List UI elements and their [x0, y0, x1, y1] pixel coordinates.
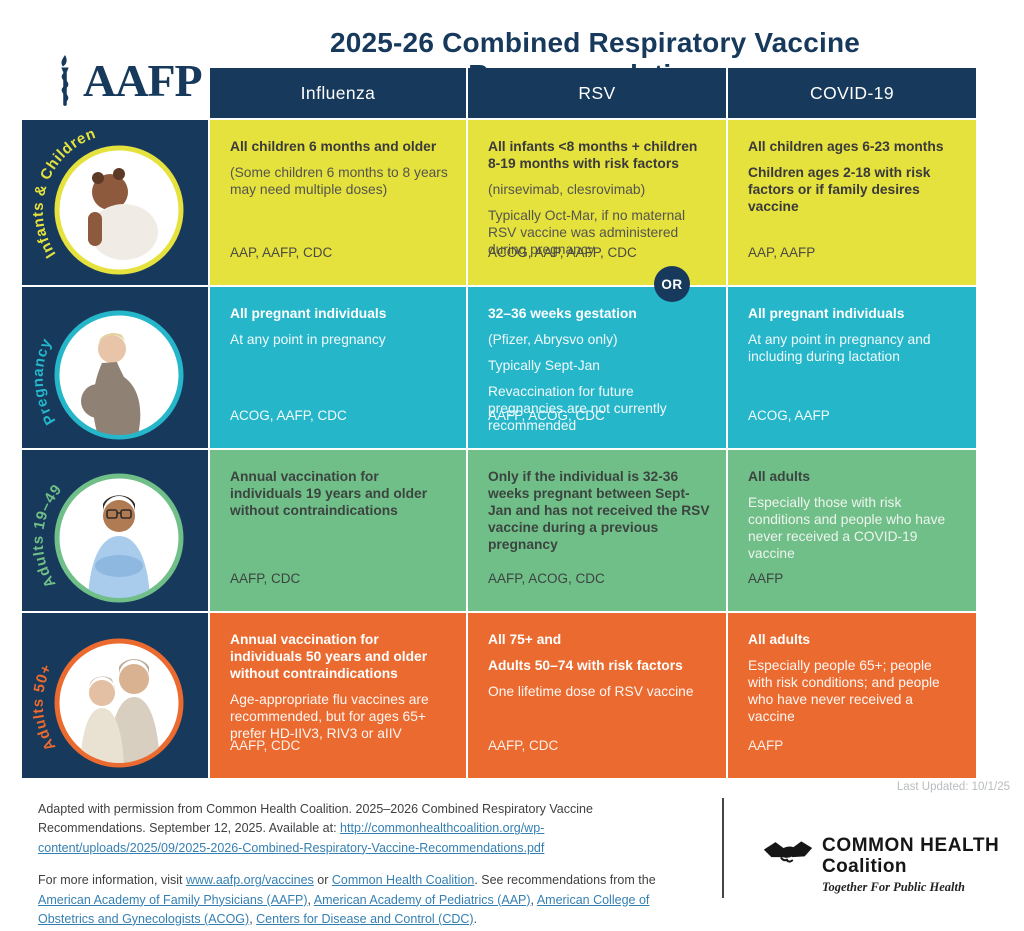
cell-orgs: AAFP [748, 738, 784, 754]
footer-divider [722, 798, 724, 898]
cell-text: (nirsevimab, clesrovimab) [488, 182, 646, 198]
column-header-influenza: Influenza [210, 68, 466, 118]
cell-orgs: AAFP, ACOG, CDC [488, 408, 605, 424]
torch-icon [61, 55, 69, 106]
footnote-text: , [307, 892, 314, 907]
footnote-text: . See recommendations from the [474, 873, 656, 888]
cell-text: One lifetime dose of RSV vaccine [488, 684, 694, 700]
footnote-text: , [249, 911, 257, 926]
cell-adults-19-49-influenza: Annual vaccination for individuals 19 ye… [210, 450, 466, 611]
cell-orgs: ACOG, AAFP, CDC [230, 408, 347, 424]
or-badge: OR [654, 266, 690, 302]
cell-heading: Adults 50–74 with risk factors [488, 658, 683, 674]
link-aap[interactable]: American Academy of Pediatrics (AAP) [313, 892, 531, 907]
link-aafp-vaccines[interactable]: www.aafp.org/vaccines [185, 873, 314, 888]
cell-pregnancy-covid: All pregnant individuals At any point in… [728, 287, 976, 448]
cell-heading: Children ages 2-18 with risk factors or … [748, 165, 931, 215]
cell-orgs: AAFP, CDC [488, 738, 559, 754]
cell-text: Especially people 65+; people with risk … [748, 658, 940, 725]
row-label-adults-50: Adults 50+ [22, 613, 208, 778]
chc-tagline: Together For Public Health [822, 879, 965, 894]
footnote-text: For more information, visit [38, 873, 186, 888]
link-chc-pdf[interactable]: http://commonhealthcoalition.org/wp-cont… [38, 821, 545, 855]
last-updated: Last Updated: 10/1/25 [896, 781, 1010, 793]
cell-heading: 32–36 weeks gestation [488, 306, 637, 321]
row-photo-adults-50: Adults 50+ [30, 638, 184, 768]
row-photo-adults-19-49: Adults 19–49 [30, 473, 184, 603]
cell-heading: Annual vaccination for individuals 19 ye… [230, 469, 428, 519]
footnote-text: . [473, 911, 478, 926]
cell-orgs: AAP, AAFP, CDC [230, 245, 333, 261]
footnote-text: Adapted with permission from Common Heal… [38, 802, 593, 836]
footnote-text: or [313, 873, 332, 888]
cell-adults-50-rsv: All 75+ and Adults 50–74 with risk facto… [468, 613, 726, 778]
cell-heading: All adults [748, 469, 811, 484]
cell-adults-19-49-rsv: Only if the individual is 32-36 weeks pr… [468, 450, 726, 611]
cell-orgs: AAFP [748, 571, 784, 587]
cell-orgs: AAFP, CDC [230, 571, 301, 587]
cell-text: Age-appropriate flu vaccines are recomme… [230, 692, 429, 742]
cell-text: Typically Oct-Mar, if no maternal RSV va… [488, 208, 686, 258]
cell-text: Especially those with risk conditions an… [748, 495, 946, 562]
cell-heading: Only if the individual is 32-36 weeks pr… [488, 469, 710, 553]
aafp-wordmark: AAFP [83, 55, 203, 106]
cell-heading: All adults [748, 632, 811, 647]
cell-text: Typically Sept-Jan [488, 358, 600, 374]
footnote-source: Adapted with permission from Common Heal… [38, 800, 690, 858]
cell-infants-influenza: All children 6 months and older (Some ch… [210, 120, 466, 285]
cell-heading: All 75+ and [488, 632, 562, 647]
cell-heading: All children 6 months and older [230, 139, 437, 154]
footnotes: Adapted with permission from Common Heal… [38, 800, 690, 929]
cell-pregnancy-influenza: All pregnant individuals At any point in… [210, 287, 466, 448]
cell-text: At any point in pregnancy and including … [748, 332, 931, 365]
cell-adults-50-influenza: Annual vaccination for individuals 50 ye… [210, 613, 466, 778]
recommendations-table: Influenza RSV COVID-19 Infants & Childre… [22, 68, 976, 778]
column-header-covid: COVID-19 [728, 68, 976, 118]
link-aafp[interactable]: American Academy of Family Physicians (A… [38, 892, 308, 907]
link-acog[interactable]: American College of Obstetrics and Gynec… [38, 892, 650, 926]
handshake-icon [763, 841, 813, 863]
cell-text: At any point in pregnancy [230, 332, 386, 348]
cell-orgs: AAFP, ACOG, CDC [488, 571, 605, 587]
header-spacer [22, 68, 208, 118]
cell-infants-rsv: All infants <8 months + children 8-19 mo… [468, 120, 726, 285]
chc-line2: Coalition [822, 855, 907, 877]
cell-text: Revaccination for future pregnancies are… [488, 384, 667, 434]
row-label-adults-19-49: Adults 19–49 [22, 450, 208, 611]
cell-adults-50-covid: All adults Especially people 65+; people… [728, 613, 976, 778]
cell-text: (Some children 6 months to 8 years may n… [230, 165, 448, 198]
column-header-rsv: RSV [468, 68, 726, 118]
row-label-pregnancy: Pregnancy [22, 287, 208, 448]
cell-text: (Pfizer, Abrysvo only) [488, 332, 618, 348]
row-label-infants-children: Infants & Children [22, 120, 208, 285]
cell-orgs: AAFP, CDC [230, 738, 301, 754]
cell-pregnancy-rsv: 32–36 weeks gestation (Pfizer, Abrysvo o… [468, 287, 726, 448]
footnote-text: , [530, 892, 537, 907]
footnote-more-info: For more information, visit www.aafp.org… [38, 871, 690, 929]
link-common-health-coalition[interactable]: Common Health Coalition [331, 873, 475, 888]
row-photo-pregnancy: Pregnancy [30, 310, 184, 440]
cell-orgs: AAP, AAFP [748, 245, 816, 261]
cell-adults-19-49-covid: All adults Especially those with risk co… [728, 450, 976, 611]
chc-logo: COMMON HEALTH Coalition Together For Pub… [763, 834, 999, 895]
chc-logo-text: COMMON HEALTH Coalition Together For Pub… [822, 834, 999, 895]
cell-heading: All children ages 6-23 months [748, 139, 944, 154]
row-photo-infants: Infants & Children [30, 125, 184, 275]
cell-heading: All pregnant individuals [748, 306, 905, 321]
link-cdc[interactable]: Centers for Disease and Control (CDC) [256, 911, 474, 926]
cell-infants-covid: All children ages 6-23 months Children a… [728, 120, 976, 285]
aafp-logo: AAFP [52, 54, 203, 108]
cell-heading: All infants <8 months + children 8-19 mo… [488, 139, 698, 172]
cell-heading: Annual vaccination for individuals 50 ye… [230, 632, 428, 682]
cell-orgs: ACOG, AAFP [748, 408, 830, 424]
cell-orgs: ACOG, AAP, AAFP, CDC [488, 245, 637, 261]
cell-heading: All pregnant individuals [230, 306, 387, 321]
chc-line1: COMMON HEALTH [822, 835, 1000, 856]
